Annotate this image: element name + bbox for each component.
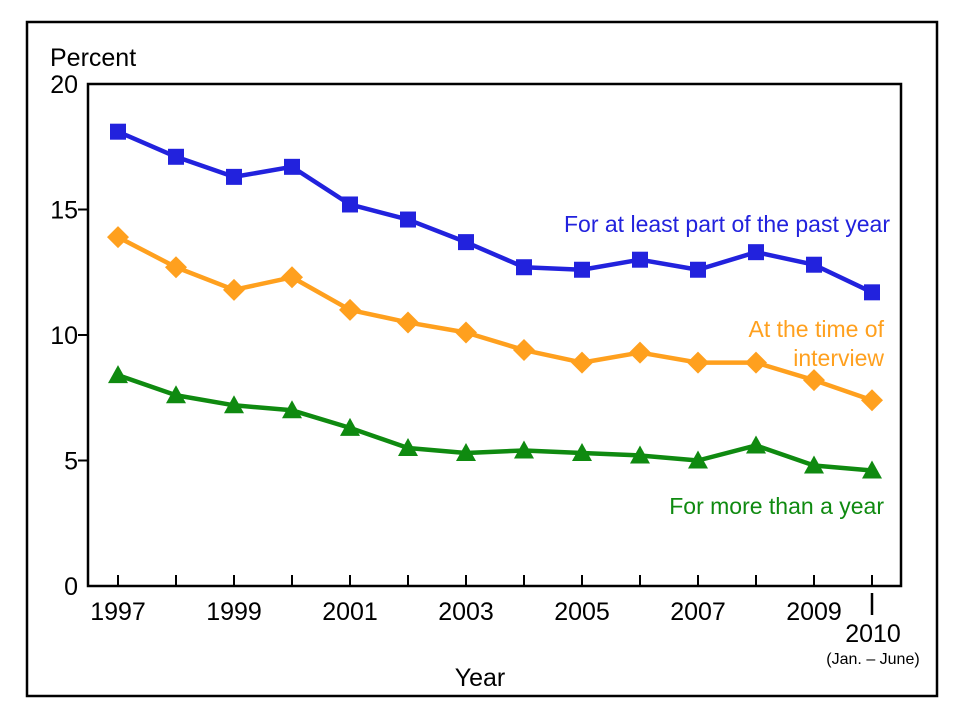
marker-triangle	[282, 400, 302, 419]
figure-border	[25, 20, 939, 698]
y-axis-title: Percent	[50, 44, 136, 72]
marker-diamond	[803, 369, 825, 392]
marker-square	[516, 259, 532, 276]
marker-triangle	[804, 455, 824, 474]
marker-triangle	[166, 385, 186, 404]
x-tick-label: 2001	[322, 598, 378, 626]
marker-diamond	[745, 351, 767, 374]
marker-square	[400, 211, 416, 228]
marker-square	[226, 168, 242, 185]
series-line-triangle	[115, 372, 875, 473]
x-note-range-label: (Jan. – June)	[826, 651, 919, 668]
marker-triangle	[862, 460, 882, 479]
marker-square	[806, 256, 822, 273]
marker-square	[748, 244, 764, 261]
marker-triangle	[456, 442, 476, 461]
legend-more-year: For more than a year	[669, 493, 884, 519]
marker-diamond	[687, 351, 709, 374]
marker-square	[342, 196, 358, 213]
marker-square	[690, 261, 706, 278]
legend-interview-line2: interview	[793, 345, 884, 371]
plot-area: 0 5 10 15 20 1997 1999 2001 2003 2005 2007 2009	[50, 71, 903, 626]
marker-diamond	[281, 266, 303, 289]
marker-square	[574, 261, 590, 278]
marker-square	[632, 251, 648, 268]
marker-triangle	[224, 395, 244, 414]
marker-square	[110, 123, 126, 140]
series-line-square	[115, 129, 875, 295]
marker-diamond	[397, 311, 419, 334]
marker-diamond	[455, 321, 477, 344]
marker-triangle	[746, 435, 766, 454]
y-tick-label: 5	[64, 448, 78, 476]
x-tick-label: 2003	[438, 598, 494, 626]
marker-diamond	[513, 339, 535, 362]
marker-square	[168, 148, 184, 165]
marker-square	[458, 234, 474, 251]
marker-diamond	[107, 226, 129, 249]
marker-square	[864, 284, 880, 301]
y-tick-label: 15	[50, 197, 78, 225]
x-tick-label: 2005	[554, 598, 610, 626]
x-note-year-label: 2010	[845, 620, 901, 648]
legend-interview-line1: At the time of	[748, 316, 884, 342]
marker-triangle	[108, 365, 128, 384]
x-tick-label: 1997	[90, 598, 146, 626]
marker-diamond	[339, 298, 361, 321]
marker-triangle	[398, 437, 418, 456]
x-tick-label: 2007	[670, 598, 726, 626]
marker-triangle	[340, 417, 360, 436]
y-tick-label: 10	[50, 322, 78, 350]
y-tick-label: 20	[50, 71, 78, 99]
marker-diamond	[629, 341, 651, 364]
marker-triangle	[630, 445, 650, 464]
marker-triangle	[688, 450, 708, 469]
x-axis-title: Year	[455, 664, 506, 692]
legend-part-year: For at least part of the past year	[564, 211, 890, 237]
x-tick-label: 1999	[206, 598, 262, 626]
marker-diamond	[223, 278, 245, 301]
y-tick-label: 0	[64, 573, 78, 601]
marker-diamond	[165, 256, 187, 279]
marker-triangle	[514, 440, 534, 459]
x-tick-label: 2009	[786, 598, 842, 626]
marker-triangle	[572, 442, 592, 461]
marker-diamond	[571, 351, 593, 374]
marker-square	[284, 158, 300, 175]
marker-diamond	[861, 389, 883, 412]
